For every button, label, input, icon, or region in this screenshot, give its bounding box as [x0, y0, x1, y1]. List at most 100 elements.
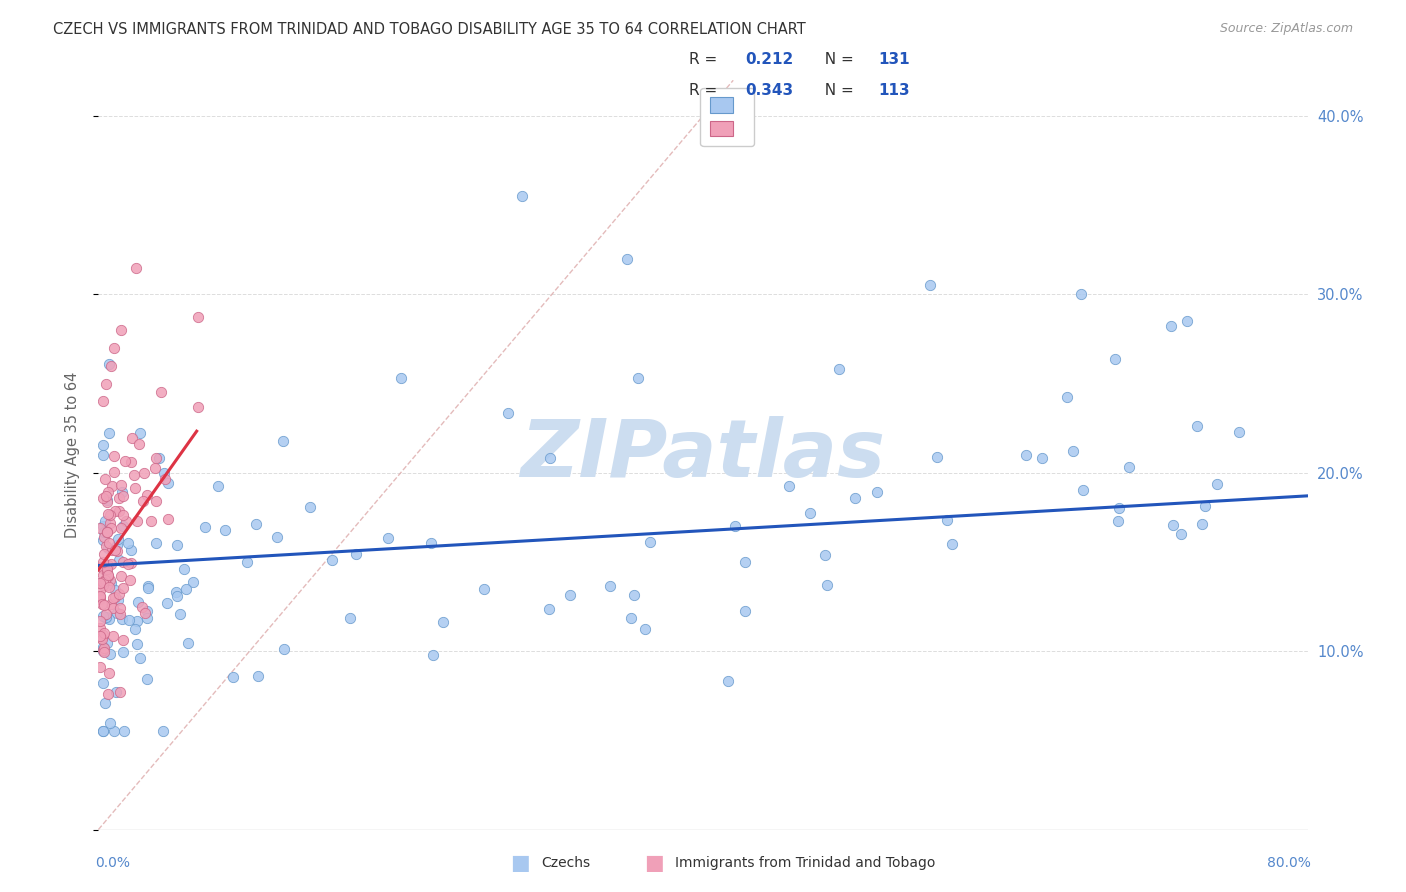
Point — [98, 716, 121, 731]
Point — [1205, 476, 1227, 491]
Point — [101, 542, 124, 557]
Point — [100, 597, 122, 611]
Point — [89, 629, 111, 643]
Point — [104, 504, 127, 518]
Point — [432, 615, 454, 630]
Point — [121, 455, 143, 469]
Point — [91, 574, 114, 589]
Point — [96, 495, 118, 509]
Point — [90, 632, 112, 646]
Point — [93, 524, 115, 539]
Point — [94, 376, 117, 391]
Point — [156, 512, 179, 526]
Point — [1160, 318, 1182, 333]
Text: 80.0%: 80.0% — [1267, 856, 1310, 871]
Text: 0.212: 0.212 — [745, 53, 793, 67]
Text: ZIPatlas: ZIPatlas — [520, 416, 886, 494]
Point — [127, 595, 149, 609]
Point — [103, 449, 125, 463]
Text: CZECH VS IMMIGRANTS FROM TRINIDAD AND TOBAGO DISABILITY AGE 35 TO 64 CORRELATION: CZECH VS IMMIGRANTS FROM TRINIDAD AND TO… — [53, 22, 806, 37]
Point — [101, 629, 124, 643]
Text: ■: ■ — [644, 854, 664, 873]
Point — [96, 566, 118, 580]
Point — [91, 519, 114, 533]
Legend: , : , — [700, 88, 754, 146]
Point — [145, 450, 167, 465]
Point — [538, 602, 561, 616]
Point — [97, 687, 120, 701]
Point — [633, 622, 655, 636]
Point — [214, 524, 236, 538]
Text: N =: N = — [815, 53, 859, 67]
Point — [91, 724, 114, 739]
Point — [815, 578, 838, 592]
Point — [89, 590, 111, 604]
Point — [97, 666, 120, 681]
Point — [110, 569, 132, 583]
Point — [96, 562, 118, 576]
Point — [107, 532, 129, 546]
Point — [91, 438, 114, 452]
Point — [108, 491, 131, 506]
Point — [124, 481, 146, 495]
Point — [91, 628, 114, 642]
Point — [136, 581, 159, 595]
Point — [118, 573, 141, 587]
Point — [93, 642, 115, 657]
Point — [91, 644, 114, 658]
Point — [1070, 287, 1092, 301]
Point — [153, 472, 176, 486]
Point — [117, 536, 139, 550]
Point — [620, 610, 643, 624]
Point — [108, 685, 131, 699]
Point — [626, 371, 648, 385]
Point — [98, 573, 121, 587]
Point — [100, 557, 122, 571]
Point — [1056, 390, 1078, 404]
Point — [93, 625, 115, 640]
Point — [98, 426, 121, 441]
Text: 113: 113 — [879, 83, 910, 97]
Point — [108, 504, 131, 518]
Point — [101, 479, 124, 493]
Point — [91, 448, 114, 462]
Point — [110, 521, 132, 535]
Point — [100, 576, 122, 591]
Point — [97, 541, 120, 555]
Point — [90, 559, 112, 574]
Point — [111, 645, 134, 659]
Point — [134, 606, 156, 620]
Point — [187, 400, 209, 414]
Point — [141, 514, 163, 528]
Point — [112, 508, 135, 522]
Point — [101, 591, 124, 605]
Point — [1107, 514, 1129, 528]
Point — [1108, 501, 1130, 516]
Point — [246, 669, 269, 683]
Point — [89, 575, 111, 590]
Point — [734, 555, 756, 569]
Point — [135, 604, 157, 618]
Point — [91, 676, 114, 690]
Point — [173, 562, 195, 576]
Point — [91, 533, 114, 547]
Point — [97, 558, 120, 573]
Point — [121, 431, 143, 445]
Point — [156, 596, 179, 610]
Point — [194, 520, 217, 534]
Point — [91, 608, 114, 623]
Point — [104, 543, 127, 558]
Point — [98, 580, 121, 594]
Text: Czechs: Czechs — [541, 856, 591, 871]
Point — [94, 607, 117, 622]
Point — [89, 592, 111, 607]
Point — [114, 454, 136, 468]
Point — [339, 611, 361, 625]
Point — [389, 371, 412, 385]
Point — [132, 467, 155, 481]
Point — [717, 673, 740, 688]
Point — [104, 591, 127, 605]
Point — [299, 500, 322, 514]
Point — [112, 519, 135, 533]
Point — [125, 514, 148, 528]
